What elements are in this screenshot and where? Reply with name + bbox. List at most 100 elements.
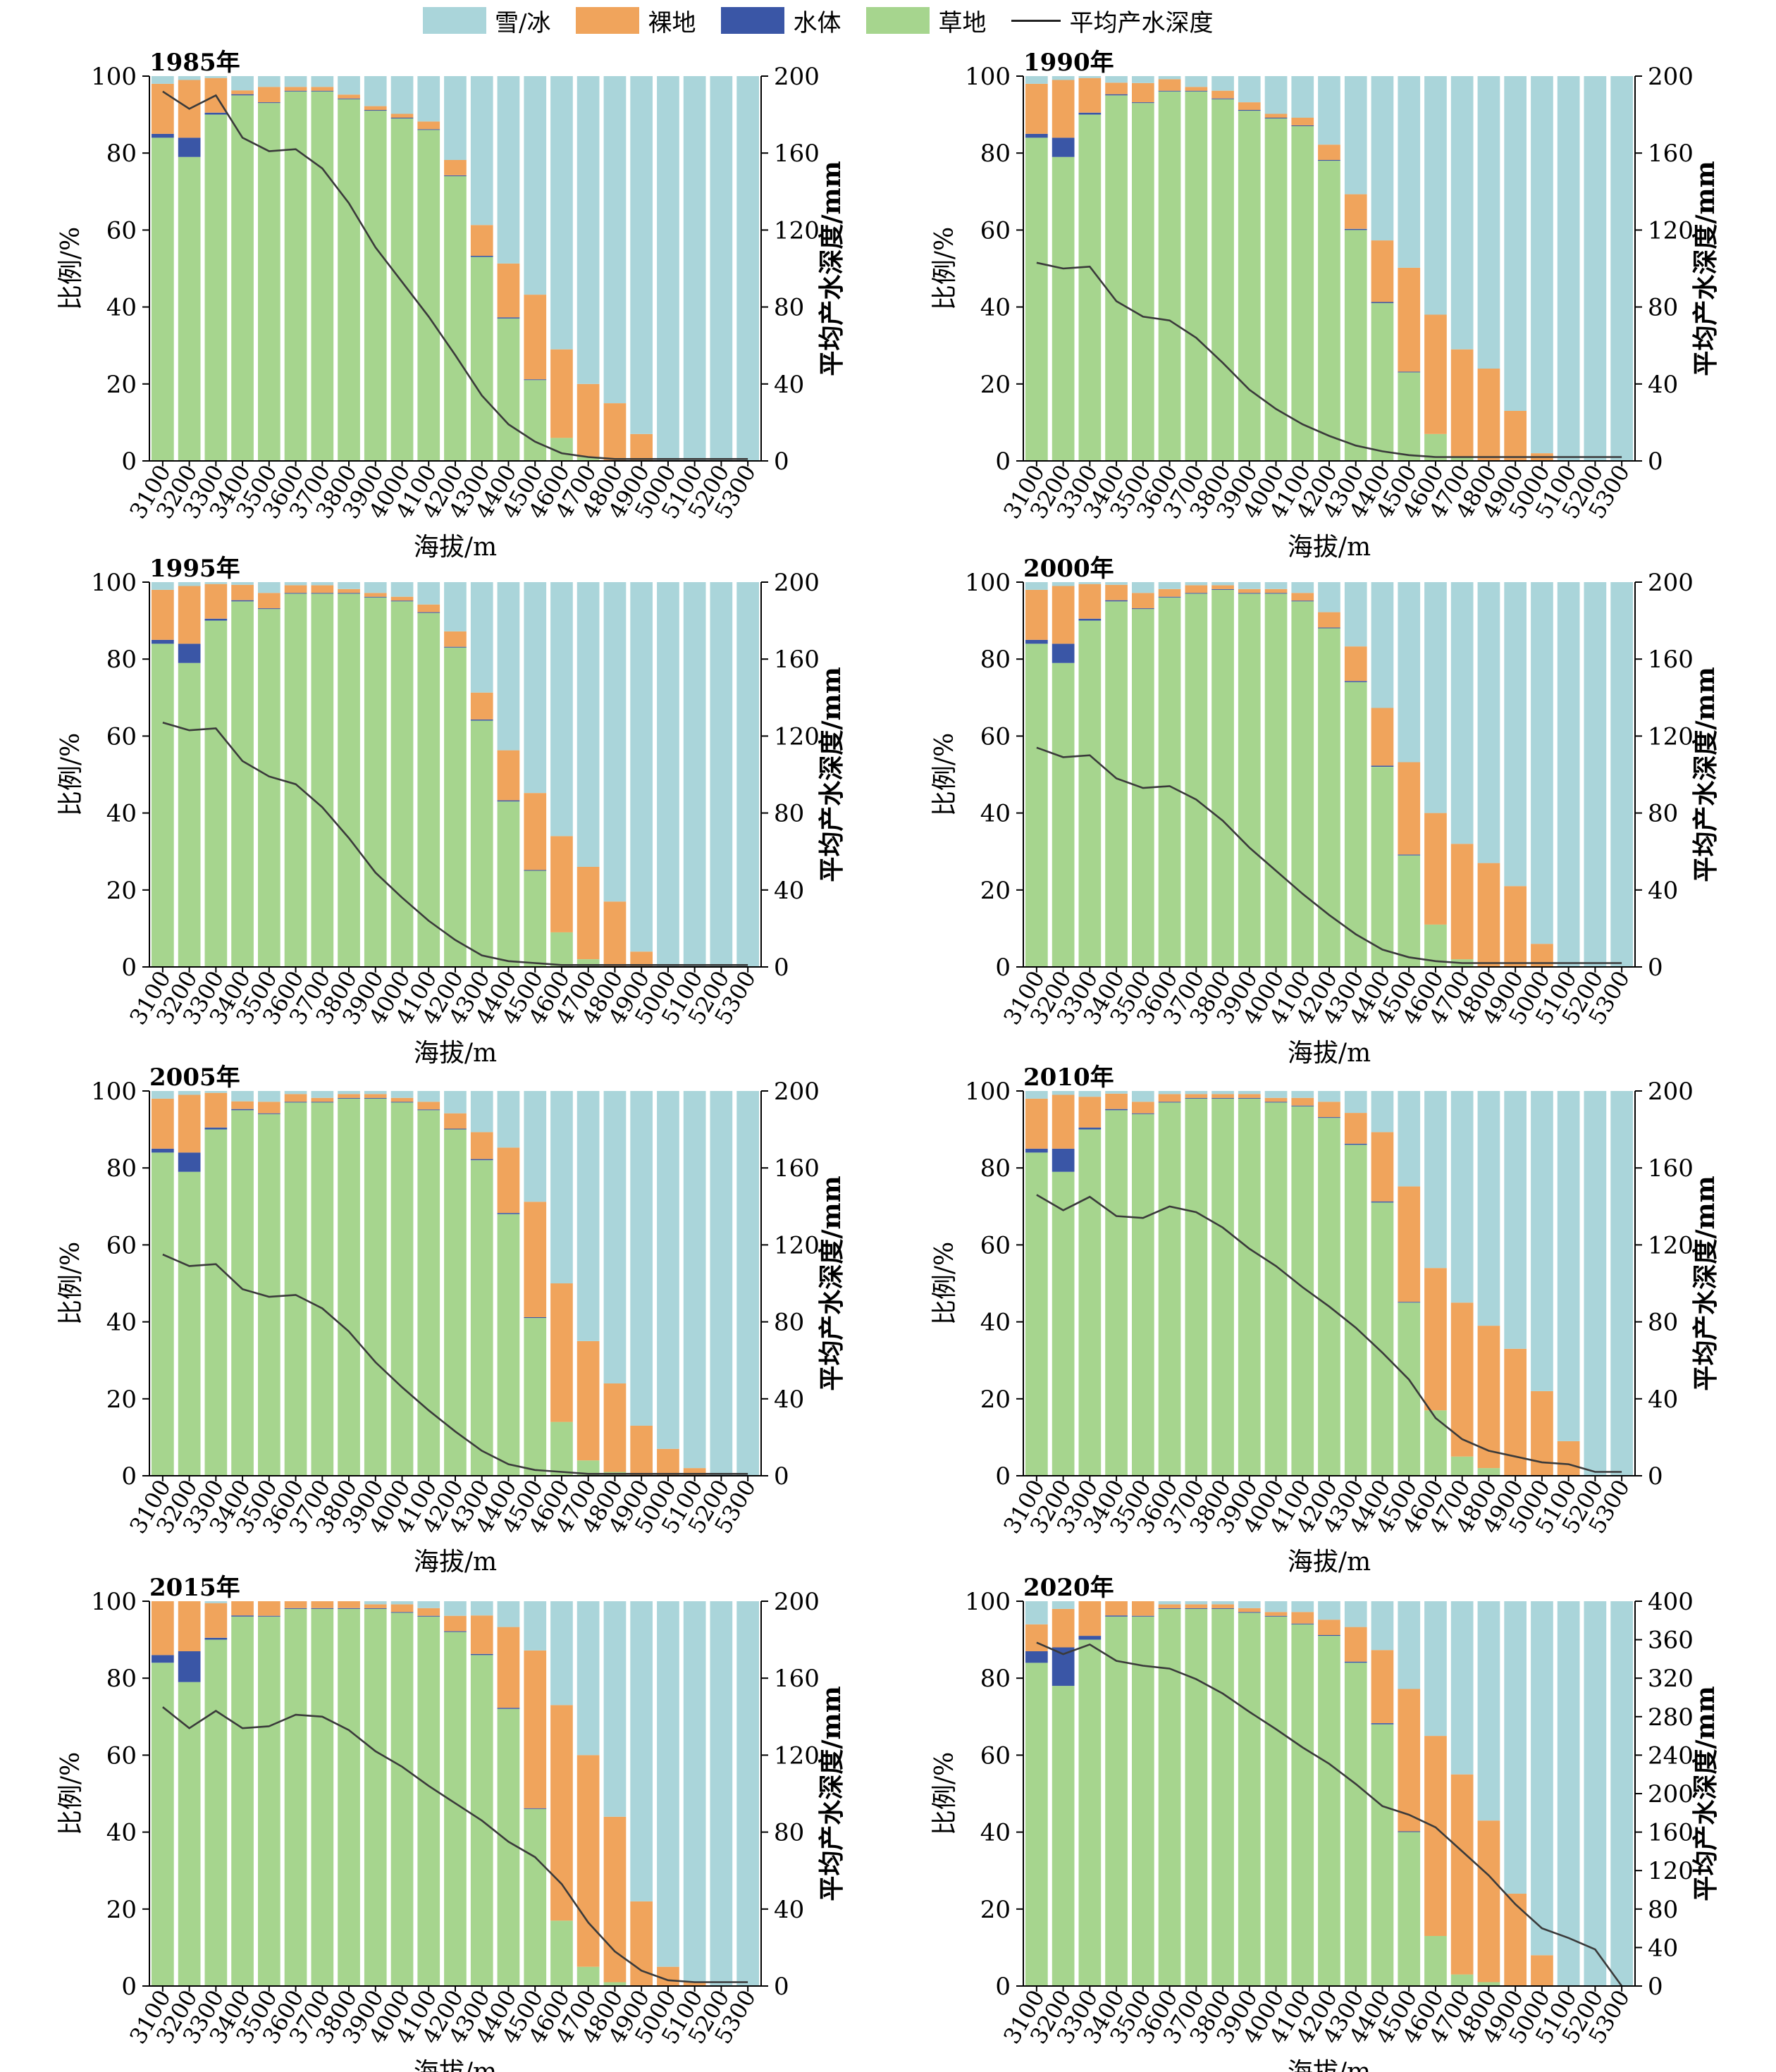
left-tick-label: 40 (980, 800, 1011, 828)
left-tick-label: 40 (106, 1309, 137, 1337)
bar-segment (1584, 1091, 1607, 1476)
bar-segment (1264, 1091, 1288, 1098)
bar-segment (231, 94, 254, 96)
bar-segment (524, 380, 547, 461)
right-tick-label: 0 (1648, 1462, 1663, 1491)
bar-segment (576, 457, 600, 461)
bar-segment (444, 1128, 467, 1130)
bar-segment (497, 800, 520, 802)
bar-segment (550, 836, 573, 932)
bar-segment (152, 1663, 174, 1986)
bar-segment (284, 90, 307, 92)
bar-segment (1078, 1127, 1102, 1130)
bar-segment (284, 593, 307, 967)
bar-segment (497, 1627, 520, 1708)
left-tick-label: 100 (91, 1588, 137, 1616)
bar-segment (390, 113, 414, 118)
bar-segment (603, 1601, 627, 1817)
bar-segment (1025, 76, 1048, 84)
bar-segment (470, 1132, 493, 1159)
bar-segment (1450, 1601, 1474, 1775)
bar-segment (1477, 1326, 1500, 1469)
bar-segment (1424, 1736, 1447, 1936)
legend-label-snow-ice: 雪/冰 (495, 8, 551, 37)
bar-segment (284, 1094, 307, 1102)
y2-axis-label: 平均产水深度/mm (817, 1686, 846, 1901)
bar-segment (683, 1468, 706, 1476)
bar-segment (204, 1601, 228, 1603)
left-tick-label: 40 (980, 1819, 1011, 1847)
bar-segment (1158, 1608, 1181, 1986)
right-tick-label: 120 (774, 1741, 820, 1770)
bar-segment (338, 582, 360, 589)
bar-segment (204, 1603, 228, 1638)
bar-segment (524, 1318, 547, 1476)
bar-segment (1078, 1636, 1102, 1640)
bar-segment (603, 76, 627, 404)
panel-title: 2015年 (149, 1574, 240, 1602)
panel-6: 0204060801000408012016020031003200330034… (56, 1574, 846, 2072)
x-axis-label: 海拔/m (1288, 1548, 1371, 1577)
right-tick-label: 200 (1648, 1780, 1694, 1808)
bar-segment (390, 1612, 414, 1986)
bar-segment (1504, 76, 1527, 411)
bar-segment (470, 257, 493, 461)
bar-segment (497, 1213, 520, 1214)
bar-segment (470, 692, 493, 720)
bar-segment (1052, 643, 1075, 663)
bar-segment (1052, 1601, 1075, 1609)
bar-segment (524, 76, 547, 295)
bar-segment (178, 582, 201, 586)
bar-segment (178, 76, 201, 80)
bar-segment (338, 76, 360, 95)
right-tick-label: 80 (1648, 1896, 1678, 1924)
bar-segment (1025, 639, 1048, 644)
bar-segment (258, 1616, 280, 1986)
bar-segment (1185, 1098, 1208, 1476)
bar-segment (178, 1091, 201, 1095)
bar-segment (603, 582, 627, 902)
bar-segment (603, 1091, 627, 1383)
bar-segment (1185, 91, 1208, 462)
bar-segment (417, 130, 440, 461)
bar-segment (1025, 137, 1048, 461)
bar-segment (417, 129, 440, 130)
left-tick-label: 60 (980, 216, 1011, 245)
bar-segment (338, 1608, 360, 1609)
right-tick-label: 160 (774, 646, 820, 674)
panel-0: 0204060801000408012016020031003200330034… (56, 49, 846, 562)
bar-segment (1052, 76, 1075, 80)
bar-segment (1398, 1689, 1421, 1832)
bar-segment (1158, 76, 1181, 80)
bar-segment (603, 1816, 627, 1982)
bar-segment (497, 1708, 520, 1986)
bar-segment (1052, 137, 1075, 157)
bar-segment (1185, 1097, 1208, 1099)
bar-segment (390, 76, 414, 114)
bar-segment (284, 1102, 307, 1476)
bar-segment (550, 76, 573, 350)
bar-segment (311, 1608, 334, 1609)
right-tick-label: 0 (774, 1462, 789, 1491)
bar-segment (231, 584, 254, 600)
bar-segment (1398, 1186, 1421, 1302)
legend-line-swatch (1011, 19, 1061, 22)
right-tick-label: 160 (1648, 646, 1694, 674)
bar-segment (1264, 1102, 1288, 1476)
left-tick-label: 0 (995, 1973, 1011, 2001)
bar-segment (1211, 582, 1234, 586)
bar-segment (1132, 1615, 1154, 1617)
bar-segment (444, 76, 467, 160)
water-yield-line (1036, 261, 1622, 458)
bar-segment (1450, 1974, 1474, 1986)
bar-segment (1052, 1171, 1075, 1476)
bar-segment (1291, 600, 1314, 602)
bar-segment (1078, 620, 1102, 967)
bar-segment (1211, 1601, 1234, 1605)
bar-segment (524, 1650, 547, 1808)
right-tick-label: 120 (1648, 1231, 1694, 1259)
bar-segment (152, 83, 174, 134)
bar-segment (258, 1615, 280, 1617)
bar-segment (470, 1601, 493, 1616)
bar-segment (258, 1102, 280, 1114)
